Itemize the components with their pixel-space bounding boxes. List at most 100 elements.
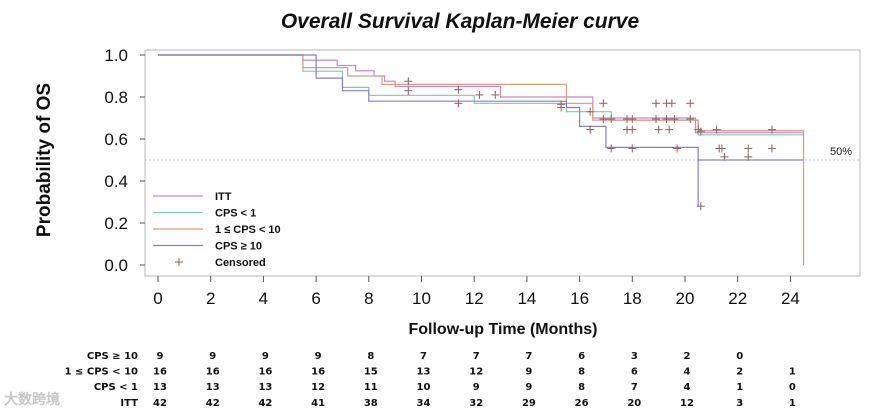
risk-cell: 9	[525, 367, 532, 378]
risk-cell: 9	[157, 351, 164, 362]
risk-cell: 13	[258, 382, 272, 393]
risk-cell: 2	[736, 367, 743, 378]
risk-cell: 38	[364, 398, 378, 409]
risk-cell: 3	[736, 398, 743, 409]
risk-cell: 7	[473, 351, 480, 362]
x-tick-label: 8	[364, 289, 373, 308]
risk-cell: 1	[736, 382, 743, 393]
censored-marker	[607, 144, 616, 153]
censored-marker	[712, 125, 721, 134]
risk-cell: 11	[364, 382, 378, 393]
risk-cell: 7	[525, 351, 532, 362]
y-tick-label: 1.0	[104, 46, 128, 65]
risk-cell: 0	[736, 351, 743, 362]
censored-marker	[454, 85, 463, 94]
risk-cell: 1	[789, 398, 796, 409]
censored-marker	[673, 144, 682, 153]
risk-cell: 20	[627, 398, 641, 409]
legend-label-censored: Censored	[215, 257, 266, 269]
risk-cell: 9	[473, 382, 480, 393]
censored-marker	[607, 115, 616, 124]
x-tick-label: 12	[465, 289, 484, 308]
censored-marker	[720, 152, 729, 161]
risk-cell: 42	[206, 398, 220, 409]
risk-cell: 8	[367, 351, 374, 362]
x-tick-label: 16	[570, 289, 589, 308]
censored-marker	[454, 99, 463, 108]
risk-cell: 7	[420, 351, 427, 362]
risk-cell: 13	[417, 367, 431, 378]
censored-marker	[767, 144, 776, 153]
risk-cell: 3	[631, 351, 638, 362]
censored-marker	[586, 125, 595, 134]
legend-censored-marker	[175, 258, 183, 266]
risk-cell: 8	[578, 382, 585, 393]
x-tick-label: 2	[206, 289, 215, 308]
km-curve-2	[158, 54, 805, 265]
censored-marker	[696, 127, 705, 136]
censored-marker	[475, 90, 484, 99]
x-tick-label: 18	[623, 289, 642, 308]
risk-cell: 4	[684, 382, 691, 393]
km-curve-3	[158, 54, 804, 207]
censored-marker	[652, 115, 661, 124]
censored-marker	[665, 125, 674, 134]
censored-marker	[628, 144, 637, 153]
censored-marker	[586, 107, 595, 116]
x-tick-label: 14	[517, 289, 536, 308]
plot-border	[144, 49, 861, 277]
reference-line-label: 50%	[830, 146, 852, 158]
risk-cell: 6	[578, 351, 585, 362]
legend-label: CPS ≥ 10	[215, 241, 262, 253]
risk-cell: 9	[262, 351, 269, 362]
censored-marker	[599, 99, 608, 108]
risk-cell: 12	[311, 382, 325, 393]
risk-cell: 7	[631, 382, 638, 393]
y-tick-label: 0.0	[104, 256, 128, 275]
risk-cell: 12	[680, 398, 694, 409]
censored-marker	[628, 115, 637, 124]
risk-cell: 4	[684, 367, 691, 378]
x-tick-label: 0	[153, 289, 162, 308]
risk-cell: 29	[522, 398, 536, 409]
risk-cell: 8	[578, 367, 585, 378]
y-axis-title: Probability of OS	[34, 83, 55, 237]
risk-row-label: 1 ≤ CPS < 10	[65, 367, 138, 378]
risk-cell: 42	[258, 398, 272, 409]
risk-table: CPS ≥ 10 9 9 9 9 8 7 7 7 6 3 2 01 ≤ CPS < 10 16 16 16 16…	[65, 351, 796, 409]
censored-marker	[557, 103, 566, 112]
censored-marker	[670, 115, 679, 124]
risk-cell: 13	[206, 382, 220, 393]
censored-marker	[652, 99, 661, 108]
y-tick-label: 0.4	[104, 172, 128, 191]
chart-title: Overall Survival Kaplan-Meier curve	[281, 10, 640, 33]
censored-markers	[404, 77, 776, 211]
censored-marker	[767, 125, 776, 134]
x-tick-label: 24	[781, 289, 800, 308]
risk-cell: 1	[789, 367, 796, 378]
x-tick-label: 6	[311, 289, 320, 308]
censored-marker	[686, 99, 695, 108]
risk-cell: 42	[153, 398, 167, 409]
x-tick-label: 22	[728, 289, 747, 308]
censored-marker	[686, 115, 695, 124]
risk-cell: 9	[525, 382, 532, 393]
censored-marker	[696, 202, 705, 211]
y-tick-label: 0.6	[104, 130, 128, 149]
median-reference: 50%	[145, 146, 860, 161]
y-axis-ticks: 0.0 0.2 0.4 0.6 0.8 1.0	[104, 46, 145, 275]
survival-curves	[158, 54, 805, 265]
risk-row-label: ITT	[120, 398, 138, 409]
censored-marker	[599, 115, 608, 124]
risk-cell: 26	[575, 398, 589, 409]
censored-marker	[744, 152, 753, 161]
risk-cell: 6	[631, 367, 638, 378]
watermark: 大数跨境	[4, 392, 60, 408]
legend-label: CPS < 1	[215, 208, 256, 220]
risk-cell: 13	[153, 382, 167, 393]
legend-label: ITT	[215, 191, 232, 203]
risk-cell: 0	[789, 382, 796, 393]
x-axis-ticks: 0 2 4 6 8 10 12 14 16 18 20 22 24	[153, 276, 800, 308]
censored-marker	[404, 77, 413, 86]
risk-cell: 9	[315, 351, 322, 362]
